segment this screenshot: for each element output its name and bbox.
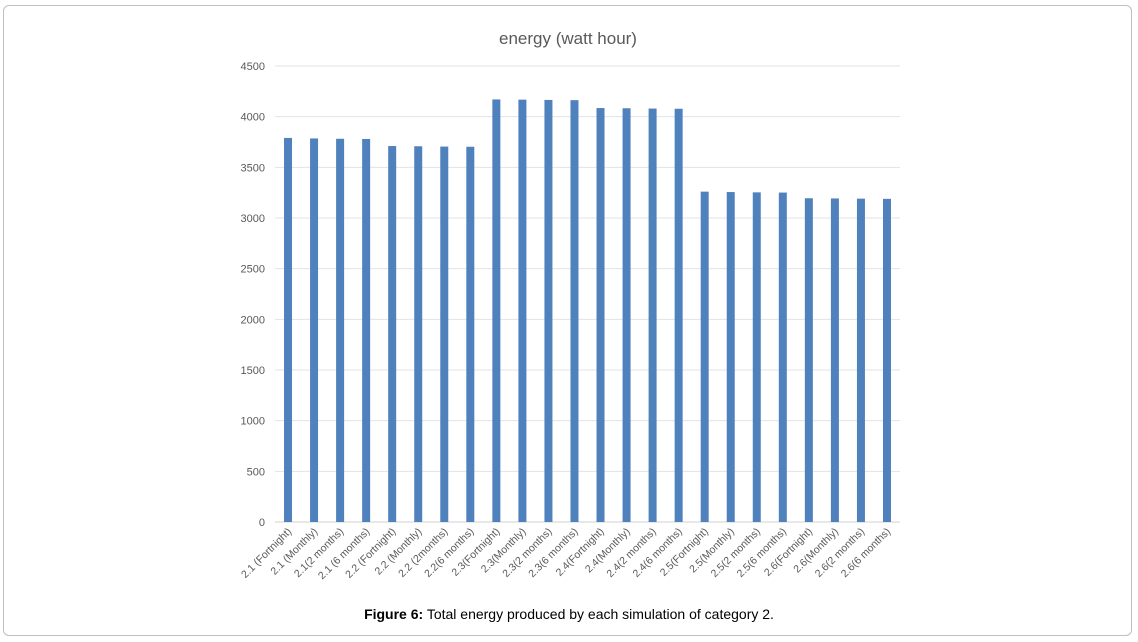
y-tick-label: 2500 xyxy=(241,264,265,276)
y-tick-label: 500 xyxy=(247,466,265,478)
bar xyxy=(518,99,527,522)
bar xyxy=(440,146,449,522)
bars xyxy=(284,99,891,523)
bar xyxy=(856,198,865,523)
y-tick-label: 4000 xyxy=(241,112,265,124)
bar xyxy=(752,192,761,522)
bar xyxy=(492,99,501,522)
caption-text: Total energy produced by each simulation… xyxy=(423,606,774,622)
bar xyxy=(622,108,631,523)
bar xyxy=(466,146,475,522)
bar xyxy=(544,99,553,523)
bar xyxy=(596,108,605,522)
y-tick-label: 3500 xyxy=(241,162,265,174)
bar-chart: energy (watt hour) 0 500 1000 1500 2000 2500 3… xyxy=(239,29,900,582)
figure-caption: Figure 6: Total energy produced by each … xyxy=(0,606,1138,622)
y-tick-label: 4500 xyxy=(241,61,265,73)
bar xyxy=(830,198,839,522)
y-tick-label: 3000 xyxy=(241,213,265,225)
y-tick-label: 1000 xyxy=(241,416,265,428)
y-tick-label: 2000 xyxy=(241,314,265,326)
y-axis-ticks: 0 500 1000 1500 2000 2500 3000 3500 4000 4500 xyxy=(241,61,265,529)
bar xyxy=(570,100,579,523)
gridlines xyxy=(275,65,900,523)
bar xyxy=(726,192,735,523)
bar xyxy=(284,137,293,523)
bar xyxy=(336,138,345,523)
bar xyxy=(700,191,709,523)
y-tick-label: 1500 xyxy=(241,365,265,377)
bar xyxy=(804,198,813,523)
bar xyxy=(778,192,787,522)
chart-title: energy (watt hour) xyxy=(499,29,637,48)
bar xyxy=(648,108,657,522)
bar xyxy=(414,146,423,523)
caption-label: Figure 6: xyxy=(364,606,424,622)
y-tick-label: 0 xyxy=(259,517,265,529)
bar xyxy=(310,138,319,522)
bar xyxy=(674,108,683,522)
bar xyxy=(882,198,891,522)
x-axis-ticks: 2.1 (Fortnight)2.1 (Monthly)2.1(2 months… xyxy=(239,526,893,582)
bar xyxy=(388,146,397,522)
figure-frame xyxy=(3,5,1132,636)
bar xyxy=(362,138,371,522)
